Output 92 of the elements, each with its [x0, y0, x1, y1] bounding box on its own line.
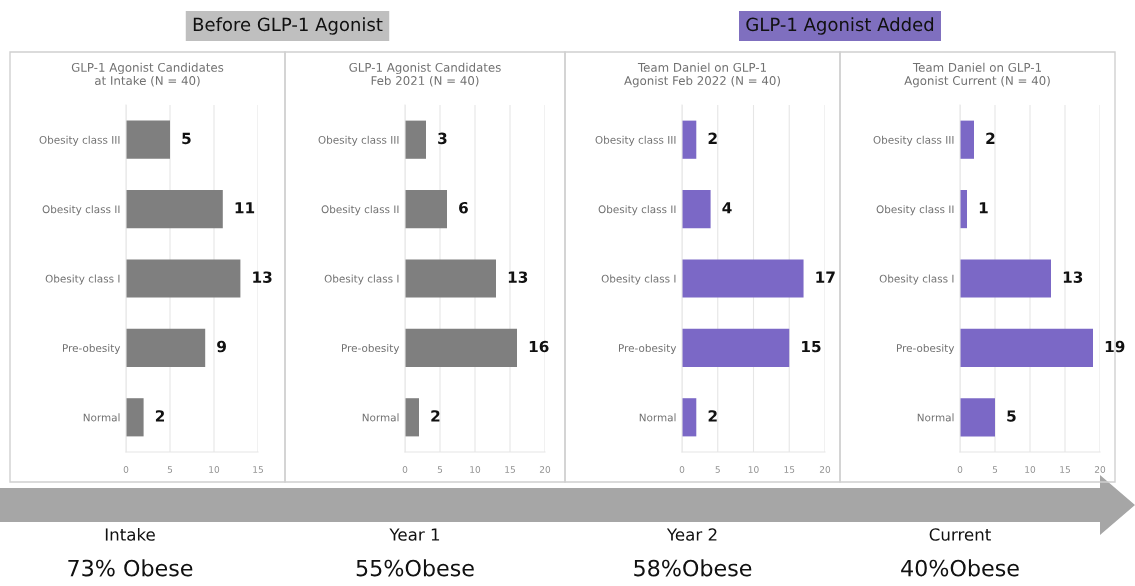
y-tick-label: Obesity class I	[879, 274, 954, 285]
x-tick-label: 20	[539, 466, 551, 473]
data-label: 6	[459, 201, 468, 214]
y-tick-label: Normal	[639, 413, 676, 422]
bar	[682, 328, 790, 367]
text: Intake	[105, 527, 155, 541]
bar	[405, 259, 496, 298]
y-tick-label: Normal	[917, 413, 954, 422]
y-tick-label: Obesity class III	[39, 135, 120, 146]
bar	[126, 259, 241, 298]
y-tick-label: Normal	[362, 413, 399, 422]
y-tick-label: Obesity class II	[321, 205, 399, 216]
text: 58%Obese	[634, 559, 752, 577]
bar	[126, 190, 223, 229]
bar	[682, 120, 697, 159]
text: Year 1	[389, 528, 440, 541]
data-label: 13	[508, 271, 528, 283]
text: 40%Obese	[901, 559, 1019, 577]
chart-subtitle: Before GLP-1 Agonist	[193, 17, 383, 35]
y-tick-label: Obesity class II	[42, 205, 120, 216]
data-label: 13	[253, 271, 272, 283]
y-tick-label: Obesity class I	[45, 274, 120, 285]
y-tick-label: Pre-obesity	[341, 343, 400, 355]
y-tick-label: Obesity class I	[601, 274, 676, 285]
x-tick-label: 5	[437, 466, 443, 473]
data-label: 13	[1063, 271, 1083, 283]
bar	[682, 398, 697, 437]
y-tick-label: Obesity class III	[318, 135, 399, 146]
y-tick-label: Pre-obesity	[62, 343, 121, 355]
y-tick-label: Pre-obesity	[618, 343, 677, 355]
y-tick-label: Obesity class II	[598, 205, 676, 216]
x-tick-label: 5	[167, 466, 173, 473]
data-label: 3	[438, 132, 447, 145]
bar	[126, 398, 144, 437]
x-tick-label: 20	[1094, 466, 1106, 473]
x-tick-label: 0	[123, 466, 129, 473]
bar	[405, 120, 426, 159]
y-tick-label: Normal	[83, 413, 120, 422]
x-tick-label: 15	[505, 466, 515, 473]
x-tick-label: 15	[784, 466, 795, 473]
y-tick-label: Obesity class III	[595, 135, 676, 146]
y-tick-label: Obesity class II	[876, 205, 954, 216]
data-label: 2	[155, 410, 165, 422]
data-label: 16	[529, 340, 549, 353]
chart-title: GLP-1 Agonist Candidates at Intake (N = 40)	[71, 62, 224, 87]
data-label: 1	[979, 202, 988, 214]
bar	[960, 328, 1093, 367]
x-tick-label: 10	[470, 466, 481, 473]
x-tick-label: 0	[957, 466, 963, 473]
y-tick-label: Obesity class III	[873, 135, 954, 146]
text: Current	[929, 528, 991, 541]
data-label: 17	[816, 271, 835, 283]
x-tick-label: 20	[819, 466, 831, 473]
x-tick-label: 15	[253, 466, 263, 473]
data-label: 9	[217, 340, 226, 353]
x-tick-label: 0	[679, 466, 685, 473]
bar	[960, 120, 974, 159]
bar	[405, 328, 517, 367]
y-tick-label: Pre-obesity	[896, 343, 955, 355]
x-tick-label: 5	[715, 466, 720, 473]
chart-title: Team Daniel on GLP-1 Agonist Current (N = 40)	[904, 62, 1050, 88]
data-label: 11	[235, 202, 255, 214]
x-tick-label: 10	[748, 466, 759, 473]
text: 73% Obese	[68, 559, 193, 577]
chart-title: Team Daniel on GLP-1 Agonist Feb 2022 (N = 40)	[624, 62, 780, 88]
bar	[405, 190, 447, 229]
x-tick-label: 10	[209, 466, 220, 473]
text: 55%Obese	[356, 559, 474, 577]
y-tick-label: Obesity class I	[324, 274, 399, 285]
bar	[126, 120, 170, 159]
x-tick-label: 10	[1025, 466, 1036, 473]
data-label: 15	[802, 340, 821, 353]
data-label: 5	[182, 132, 191, 145]
data-label: 19	[1105, 340, 1125, 353]
bar	[405, 398, 419, 437]
data-label: 4	[722, 202, 732, 214]
bar	[682, 190, 711, 229]
data-label: 2	[708, 132, 717, 144]
chart-subtitle: GLP-1 Agonist Added	[746, 17, 934, 35]
x-tick-label: 0	[402, 466, 408, 473]
data-label: 2	[431, 410, 440, 422]
x-tick-label: 5	[992, 466, 998, 473]
bar	[960, 398, 995, 437]
data-label: 2	[986, 132, 995, 144]
bar	[126, 328, 206, 367]
chart-title: GLP-1 Agonist Candidates Feb 2021 (N = 40)	[349, 62, 501, 87]
x-tick-label: 15	[1060, 466, 1070, 473]
text: Year 2	[666, 528, 717, 541]
bar	[960, 259, 1051, 298]
bar	[682, 259, 804, 298]
data-label: 5	[1007, 410, 1016, 422]
data-label: 2	[708, 410, 717, 422]
